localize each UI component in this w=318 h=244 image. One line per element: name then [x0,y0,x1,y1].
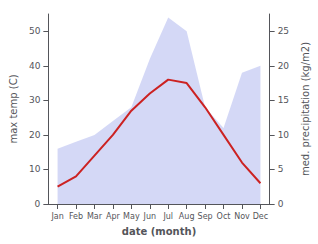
svg-text:date (month): date (month) [122,226,196,237]
svg-text:50: 50 [29,26,41,36]
svg-text:0: 0 [35,199,41,209]
svg-text:max temp (C): max temp (C) [8,74,19,143]
svg-text:med. precipitation (kg/m2): med. precipitation (kg/m2) [300,42,311,176]
svg-text:20: 20 [29,130,41,140]
svg-text:May: May [123,212,140,221]
svg-text:Dec: Dec [253,212,268,221]
svg-text:Oct: Oct [217,212,231,221]
svg-text:Jan: Jan [50,212,63,221]
svg-text:10: 10 [29,164,41,174]
svg-text:Feb: Feb [69,212,83,221]
svg-text:25: 25 [278,26,289,36]
svg-text:10: 10 [278,130,290,140]
svg-text:Apr: Apr [106,212,121,221]
svg-text:15: 15 [278,95,289,105]
svg-text:Mar: Mar [87,212,103,221]
svg-text:40: 40 [29,61,41,71]
svg-text:Jun: Jun [143,212,157,221]
svg-text:30: 30 [29,95,41,105]
svg-text:Nov: Nov [234,212,250,221]
svg-text:5: 5 [278,164,284,174]
svg-text:Aug: Aug [179,212,195,221]
svg-text:Sep: Sep [198,212,213,221]
svg-text:0: 0 [278,199,284,209]
svg-text:20: 20 [278,61,290,71]
svg-text:Jul: Jul [162,212,173,221]
